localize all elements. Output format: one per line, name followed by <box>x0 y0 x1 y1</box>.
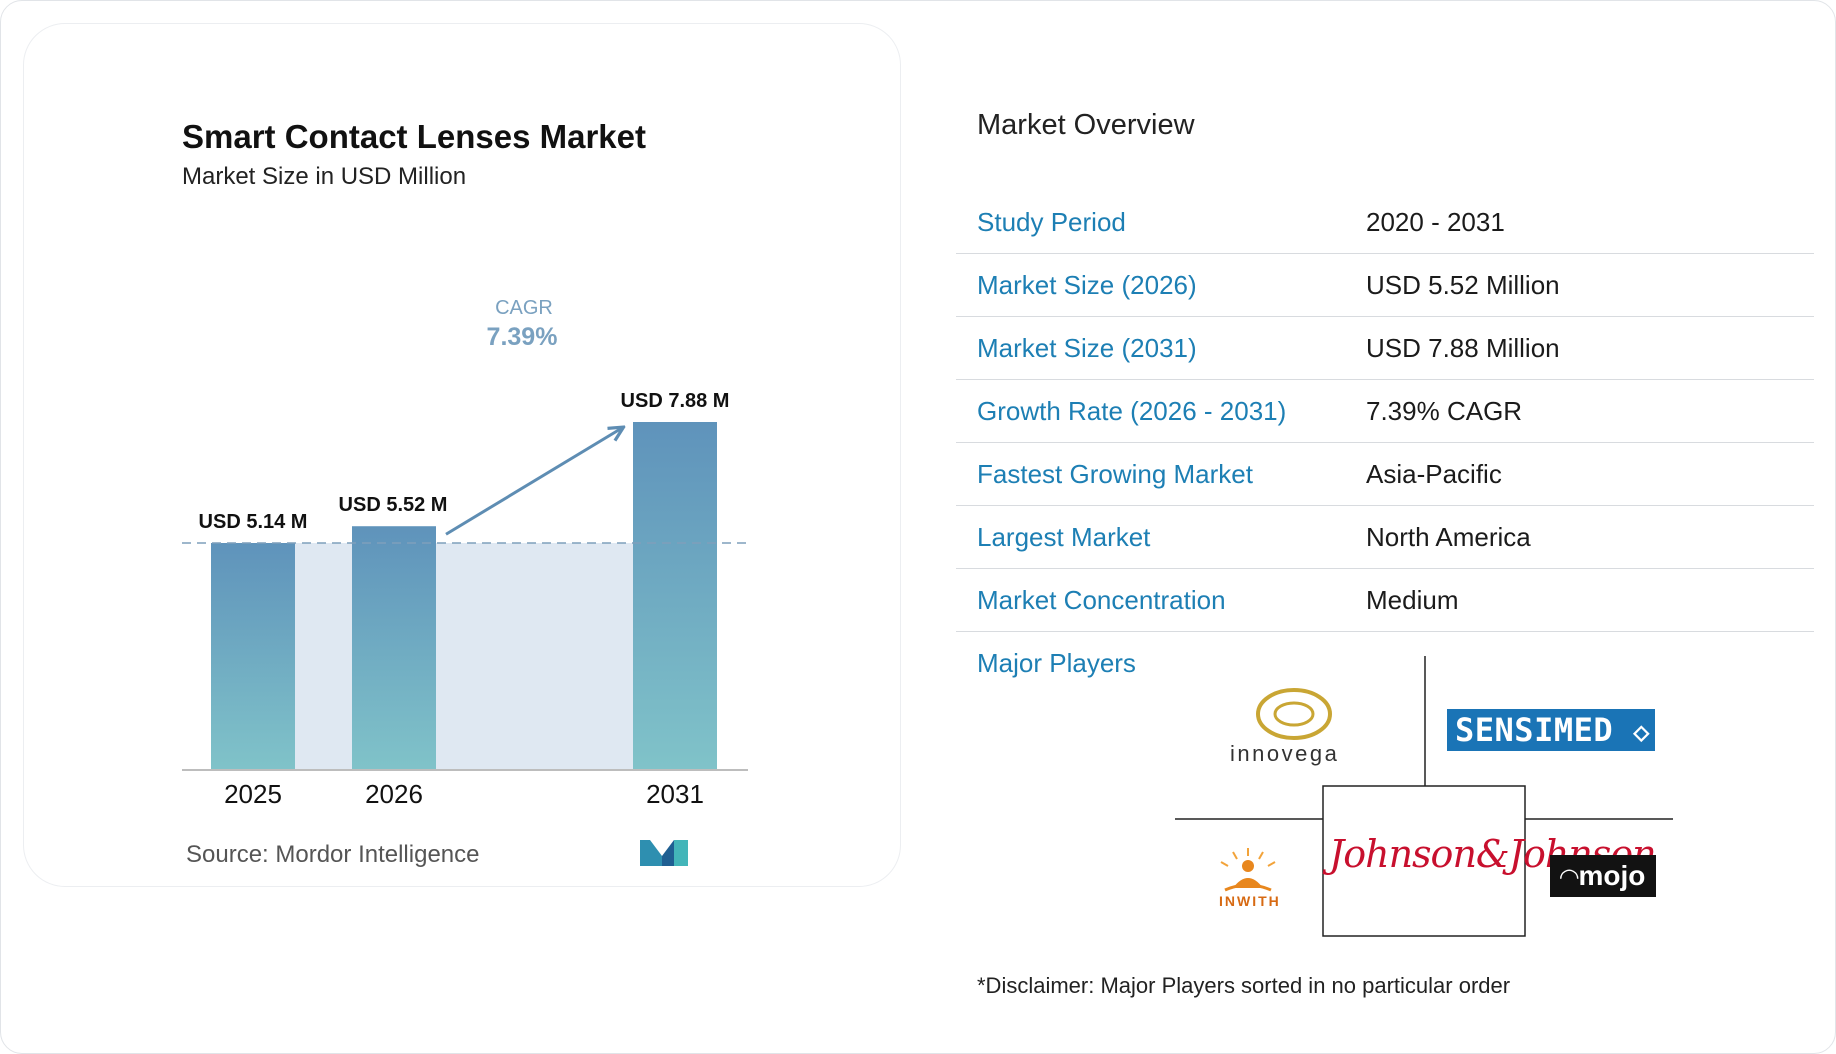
sensimed-logo-text: SENSIMED <box>1455 711 1614 749</box>
overview-row: Study Period 2020 - 2031 <box>956 191 1814 254</box>
mojo-wave-icon: ◠ <box>1560 864 1579 891</box>
cagr-value: 7.39% <box>487 323 558 351</box>
overview-row: Market Size (2026) USD 5.52 Million <box>956 254 1814 317</box>
x-tick-label-2026: 2026 <box>365 779 423 809</box>
x-tick-label-2031: 2031 <box>646 779 704 809</box>
bar-2031 <box>633 422 717 770</box>
overview-row: Market Concentration Medium <box>956 569 1814 632</box>
overview-value: North America <box>1366 522 1531 552</box>
overview-title: Market Overview <box>977 109 1195 141</box>
inwith-logo-text: INWITH <box>1219 893 1281 909</box>
sensimed-arrow-icon: ◇ <box>1632 715 1651 748</box>
overview-key: Growth Rate (2026 - 2031) <box>977 396 1287 426</box>
data-label-2031: USD 7.88 M <box>621 390 730 412</box>
bar-2025 <box>211 543 295 770</box>
overview-value: 7.39% CAGR <box>1366 396 1523 426</box>
data-label-2026: USD 5.52 M <box>339 494 448 516</box>
disclaimer: *Disclaimer: Major Players sorted in no … <box>977 973 1511 998</box>
mojo-logo-text: mojo <box>1578 860 1646 891</box>
chart-subtitle: Market Size in USD Million <box>182 163 467 190</box>
source-note: Source: Mordor Intelligence <box>186 841 480 868</box>
bar-chart: USD 5.14 M USD 5.52 M USD 7.88 M 2025 2026 20… <box>182 297 752 809</box>
bar-2026 <box>352 526 436 770</box>
overview-value: USD 7.88 Million <box>1366 333 1560 363</box>
overview-row: Growth Rate (2026 - 2031) 7.39% CAGR <box>956 380 1814 443</box>
overview-key: Largest Market <box>977 522 1151 552</box>
overview-value: USD 5.52 Million <box>1366 270 1560 300</box>
innovega-logo-text: innovega <box>1230 741 1340 766</box>
cagr-label: CAGR <box>495 297 553 319</box>
overview-key: Fastest Growing Market <box>977 459 1253 489</box>
chart-title: Smart Contact Lenses Market <box>182 118 646 155</box>
overview-table: Study Period 2020 - 2031 Market Size (2026… <box>956 191 1814 632</box>
sensimed-logo: SENSIMED ◇ <box>1447 709 1655 751</box>
overview-key: Study Period <box>977 207 1126 237</box>
mojo-logo: ◠mojo <box>1550 855 1656 897</box>
x-tick-label-2025: 2025 <box>224 779 282 809</box>
innovega-logo-icon <box>1256 688 1332 740</box>
overview-row: Fastest Growing Market Asia-Pacific <box>956 443 1814 506</box>
mordor-intelligence-logo <box>640 840 688 866</box>
major-players-label: Major Players <box>977 648 1136 678</box>
overview-key: Market Size (2031) <box>977 333 1197 363</box>
overview-key: Market Size (2026) <box>977 270 1197 300</box>
cagr-arrow <box>445 428 622 536</box>
overview-key: Market Concentration <box>977 585 1226 615</box>
overview-value: Medium <box>1366 585 1459 615</box>
overview-row: Market Size (2031) USD 7.88 Million <box>956 317 1814 380</box>
overview-row: Largest Market North America <box>956 506 1814 569</box>
data-label-2025: USD 5.14 M <box>199 511 308 533</box>
overview-value: Asia-Pacific <box>1366 459 1502 489</box>
overview-value: 2020 - 2031 <box>1366 207 1505 237</box>
inwith-logo-icon <box>1220 848 1276 892</box>
